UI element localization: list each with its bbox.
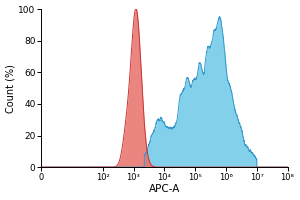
X-axis label: APC-A: APC-A: [148, 184, 180, 194]
Y-axis label: Count (%): Count (%): [6, 64, 16, 113]
